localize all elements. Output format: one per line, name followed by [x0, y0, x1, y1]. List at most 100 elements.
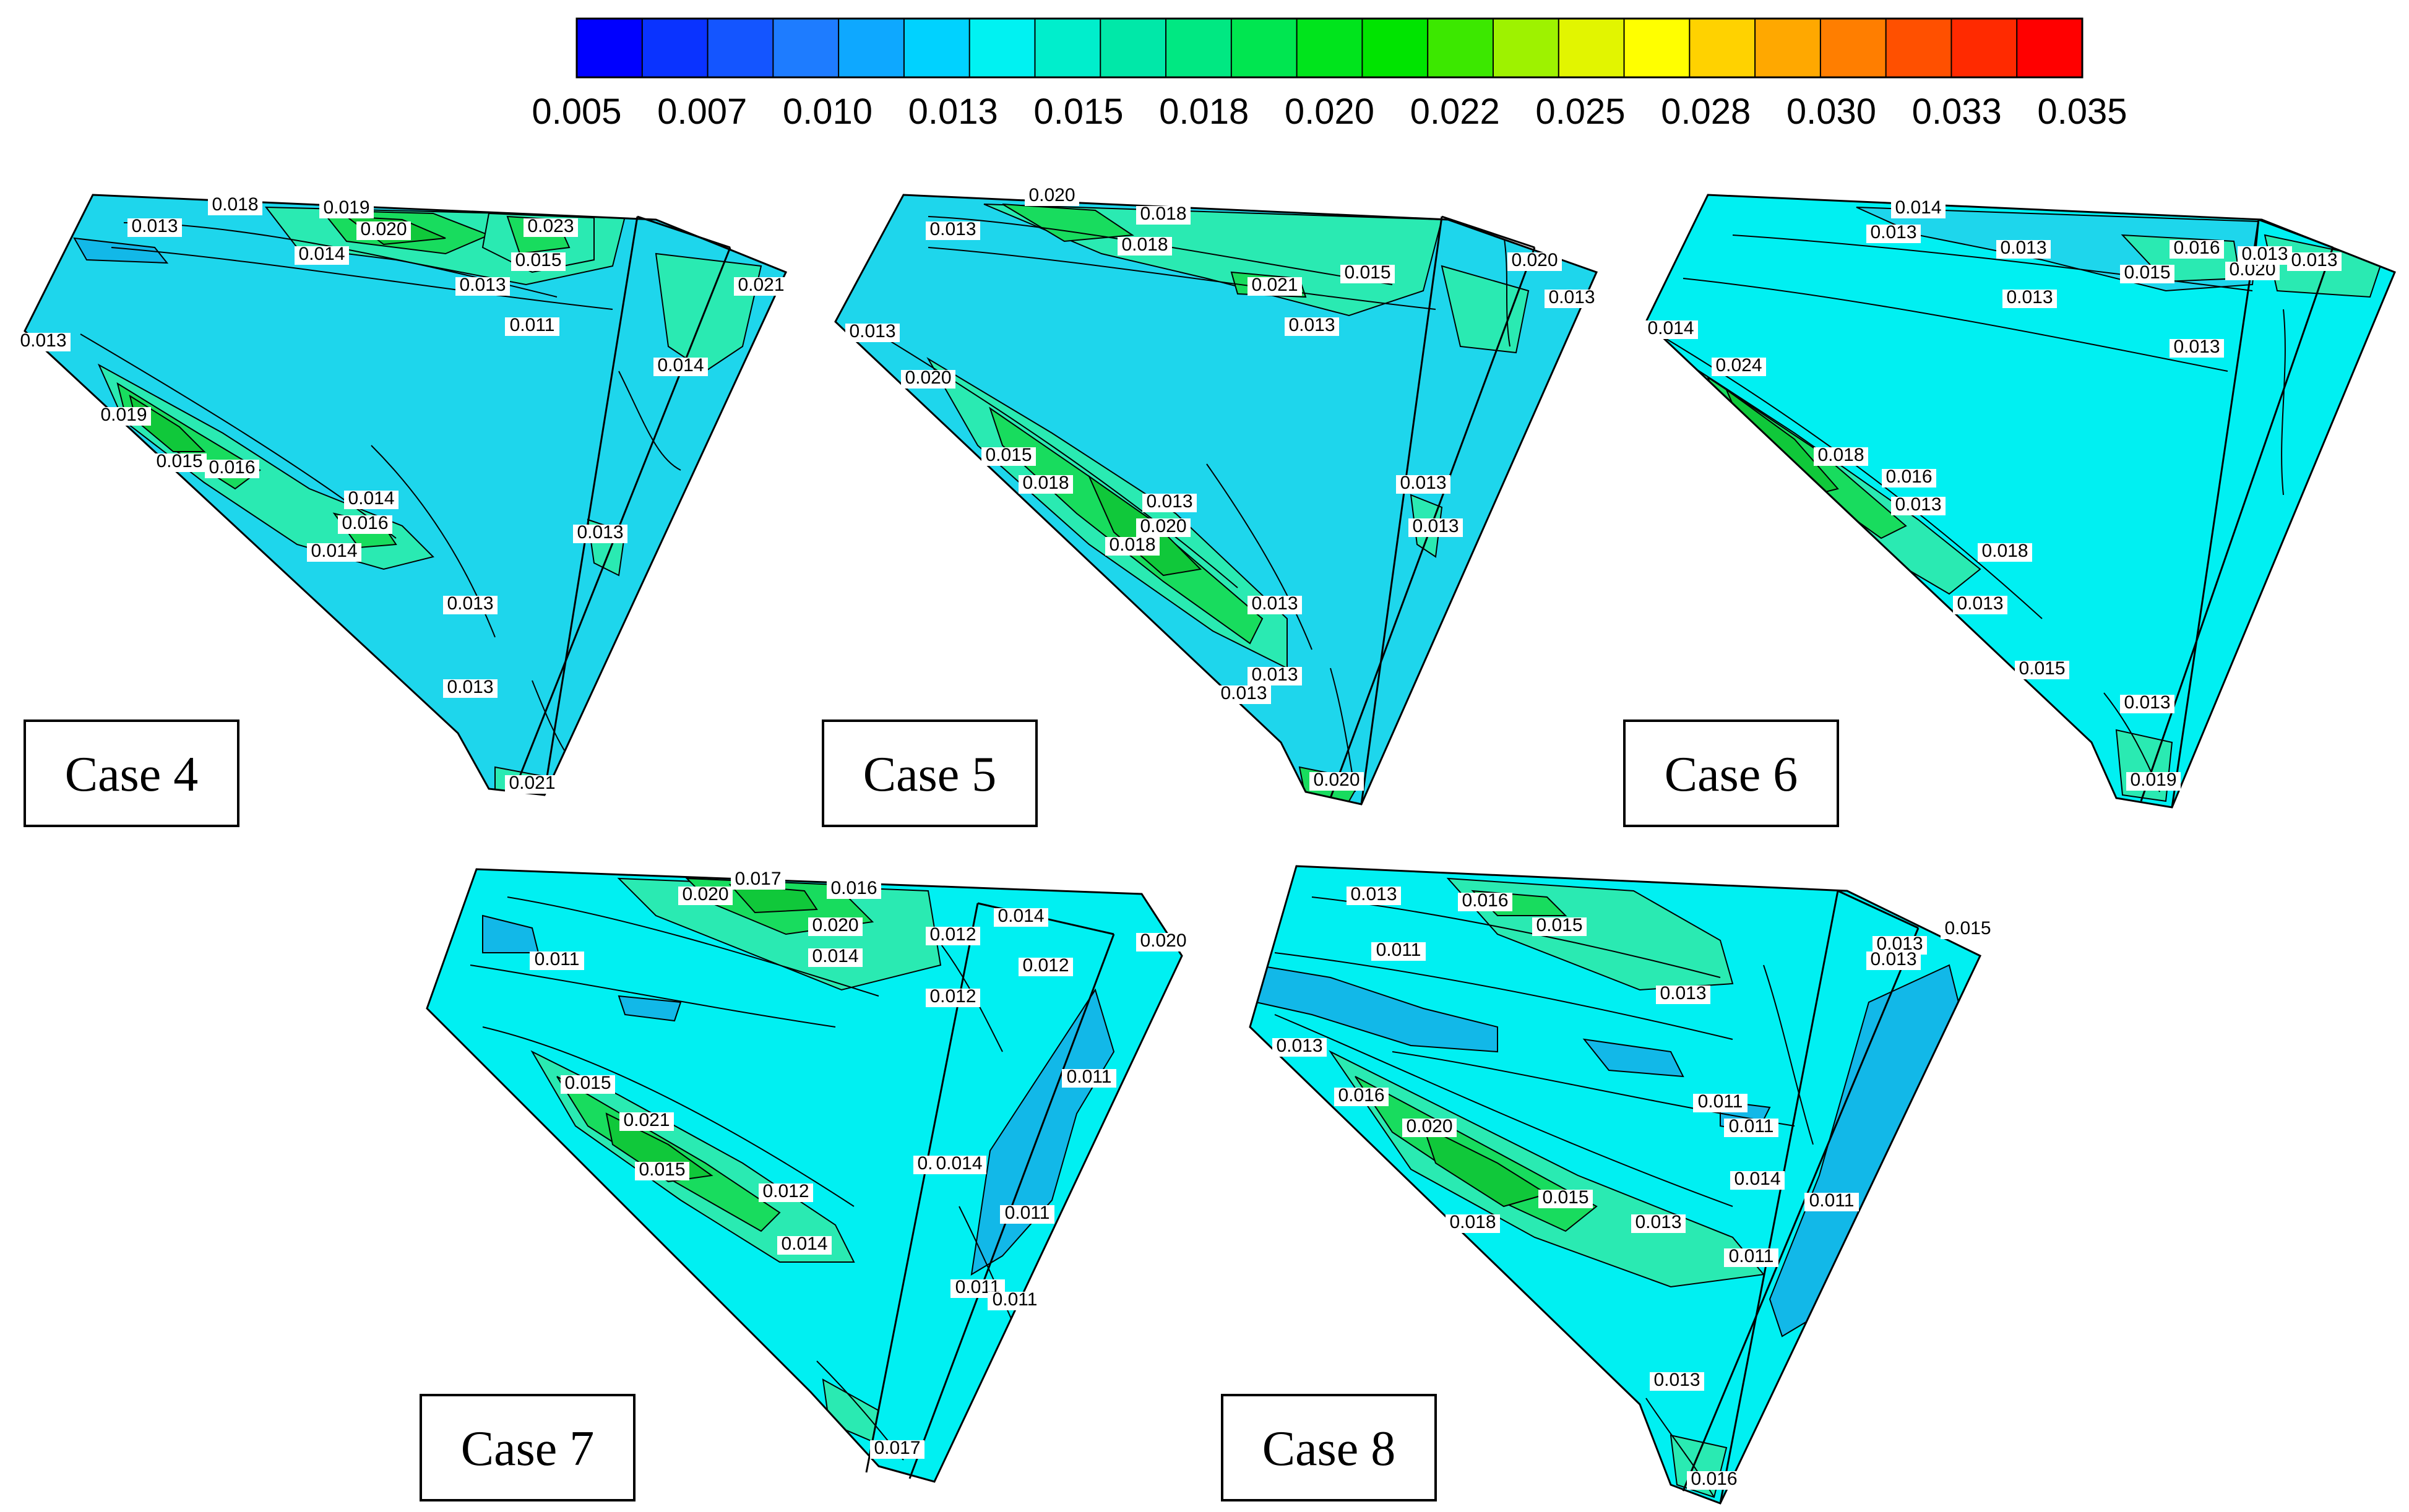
contour-label-text: 0.014: [781, 1234, 827, 1254]
colorbar-segment: [1100, 19, 1166, 77]
contour-label-text: 0.018: [1022, 473, 1069, 493]
contour-label-background: [1446, 1214, 1500, 1233]
contour-line: [80, 333, 397, 539]
contour-label: 0.013: [2002, 287, 2057, 308]
contour-label-background: [926, 221, 980, 240]
colorbar-segment: [1428, 19, 1494, 77]
contour-label-text: 0.015: [2019, 658, 2065, 679]
contour-label-text: 0.013: [577, 522, 623, 543]
contour-label-background: [981, 447, 1036, 466]
contour-label: 0.015: [1538, 1187, 1593, 1208]
contour-label: 0.011: [988, 1289, 1042, 1310]
contour-label: 0.015: [635, 1159, 689, 1180]
contour-region: [73, 237, 169, 264]
contour-region: [970, 988, 1115, 1276]
contour-label-text: 0.017: [735, 869, 781, 889]
contour-label-text: 0.021: [1251, 275, 1298, 295]
contour-label-background: [1730, 1171, 1785, 1190]
contour-label-text: 0.016: [2173, 238, 2220, 258]
contour-label-text: 0.013: [2241, 244, 2288, 264]
contour-label-text: 0.013: [1251, 593, 1298, 614]
contour-label-background: [1882, 469, 1936, 488]
contour-label-background: [1408, 518, 1463, 537]
contour-line: [1274, 952, 1733, 1040]
contour-label-text: 0.013: [131, 216, 178, 236]
contour-label-background: [1532, 917, 1587, 936]
contour-label-text: 0.013: [1400, 473, 1446, 493]
contour-line: [1503, 234, 1510, 347]
contour-label: 0.014: [295, 244, 349, 265]
contour-label-background: [808, 917, 863, 936]
contour-label-background: [1644, 320, 1698, 339]
contour-label: 0.018: [1446, 1212, 1500, 1233]
contour-label-background: [2287, 252, 2342, 271]
case-label: Case 6: [1623, 719, 1839, 827]
contour-label-background: [1371, 942, 1426, 961]
case-label-box: [1623, 719, 1839, 827]
contour-label-text: 0.011: [1698, 1091, 1743, 1112]
contour-label-text: 0.011: [510, 315, 555, 335]
case-label-box: [420, 1394, 636, 1501]
contour-label: 0.013: [1953, 593, 2007, 614]
contour-label-background: [1248, 277, 1302, 296]
case-label-box: [822, 719, 1038, 827]
contour-label-text: 0.011: [1005, 1203, 1050, 1223]
colorbar-tick-label: 0.015: [1033, 92, 1123, 132]
colorbar-segment: [1493, 19, 1559, 77]
contour-label-text: 0.021: [509, 773, 555, 793]
contour-label: 0.021: [1248, 275, 1302, 296]
contour-label-text: 0.013: [1870, 949, 1916, 969]
contour-label-background: [2002, 290, 2057, 308]
facet-edge: [2171, 219, 2260, 808]
contour-label: 0.013: [1656, 983, 1710, 1004]
contour-label-text: 0.016: [1462, 890, 1508, 911]
contour-label-background: [926, 989, 980, 1007]
contour-label-text: 0.021: [623, 1110, 670, 1130]
contour-label-text: 0.011: [993, 1289, 1038, 1310]
contour-label: 0.013: [573, 522, 627, 543]
contour-label: 0.011: [1371, 940, 1426, 961]
contour-label-background: [2120, 265, 2174, 283]
contour-label: 0.013: [2170, 337, 2224, 358]
contour-label-text: 0.011: [1809, 1190, 1855, 1211]
contour-label-background: [1142, 494, 1197, 512]
contour-label-text: 0.013: [1251, 664, 1298, 685]
contour-label-text: 0.014: [812, 946, 858, 966]
contour-label-background: [208, 197, 262, 215]
contour-label-text: 0.014: [1647, 318, 1694, 338]
colorbar-tick-label: 0.022: [1410, 92, 1500, 132]
contour-label-text: 0.013: [1288, 315, 1335, 335]
contour-label-background: [1693, 1094, 1747, 1112]
contour-label-text: 0.020: [1140, 516, 1186, 536]
contour-label-text: 0.013: [1276, 1036, 1322, 1056]
contour-label-text: 0.013: [1957, 593, 2003, 614]
contour-label: 0.014: [344, 488, 399, 509]
contour-label-text: 0.015: [1542, 1187, 1588, 1208]
contour-label-background: [901, 370, 955, 389]
case-label-text: Case 6: [1665, 747, 1798, 802]
contour-label-background: [808, 948, 863, 967]
contour-panel: 0.020 0.013 0.018 0.018 0.015 0.021 0.013 0.020…: [822, 185, 1599, 827]
colorbar-segment: [969, 19, 1036, 77]
contour-label-text: 0.011: [1729, 1116, 1774, 1136]
panel-surface: [835, 195, 1597, 804]
panel-outline: [1249, 865, 1981, 1505]
contour-label: 0.013: [2120, 692, 2174, 713]
contour-label: 0.013: [1631, 1212, 1686, 1233]
panel-surface: [25, 195, 786, 795]
contour-label-background: [1402, 1119, 1457, 1137]
contour-label: 0.013: [1996, 238, 2051, 259]
colorbar-tick-label: 0.033: [1912, 92, 2002, 132]
contour-label-background: [731, 871, 785, 890]
colorbar-segment: [1689, 19, 1756, 77]
contour-label: 0.013: [1866, 222, 1921, 243]
facet-edge: [1837, 890, 1919, 929]
facet-edge: [1682, 927, 1920, 1492]
contour-label-text: 0.016: [1885, 466, 1932, 487]
contour-label-background: [338, 515, 392, 534]
contour-label-background: [1062, 1069, 1116, 1088]
contour-label: 0.024: [1712, 355, 1766, 376]
contour-label-text: 0.016: [1691, 1469, 1737, 1489]
colorbar-tick-label: 0.010: [783, 92, 873, 132]
contour-label-background: [1136, 933, 1191, 951]
